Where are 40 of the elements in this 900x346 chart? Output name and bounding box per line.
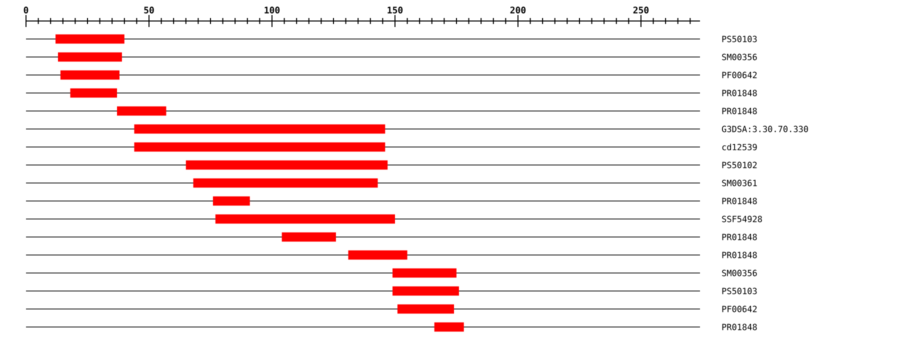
bar (70, 88, 118, 98)
y-tick-label: SM00356 (722, 54, 757, 60)
y-tick-label: PS50103 (722, 288, 757, 294)
y-tick-label: SM00356 (722, 270, 757, 276)
bar (434, 322, 464, 332)
bar (134, 124, 386, 134)
y-tick-label: PF00642 (722, 306, 757, 312)
bar (56, 34, 124, 44)
y-tick-label: PR01848 (722, 90, 757, 96)
y-tick-label: SM00361 (722, 180, 757, 186)
y-tick-label: PR01848 (722, 108, 757, 114)
y-tick-label: PR01848 (722, 324, 757, 330)
bar (193, 178, 378, 188)
bar (392, 286, 459, 296)
x-tick-label: 100 (264, 6, 280, 14)
x-tick-label: 250 (633, 6, 649, 14)
bar (134, 142, 386, 152)
bar (117, 106, 166, 116)
y-tick-label: PF00642 (722, 72, 757, 78)
x-tick-label: 0 (24, 6, 28, 14)
bar (348, 250, 408, 260)
bar (392, 268, 456, 278)
y-tick-label: PS50102 (722, 162, 757, 168)
y-tick-label: PR01848 (722, 252, 757, 258)
bar (282, 232, 336, 242)
bar (60, 70, 120, 80)
bar (58, 52, 122, 62)
bar (186, 160, 388, 170)
y-tick-label: cd12539 (722, 144, 757, 150)
y-tick-label: PR01848 (722, 234, 757, 240)
bar (397, 304, 454, 314)
y-tick-label: G3DSA:3.30.70.330 (722, 126, 808, 132)
y-tick-label: PR01848 (722, 198, 757, 204)
x-tick-label: 50 (144, 6, 154, 14)
y-tick-label: PS50103 (722, 36, 757, 42)
bar (215, 214, 395, 224)
y-tick-label: SSF54928 (722, 216, 762, 222)
bar (212, 196, 250, 206)
x-tick-label: 200 (510, 6, 526, 14)
x-tick-label: 150 (388, 6, 403, 14)
